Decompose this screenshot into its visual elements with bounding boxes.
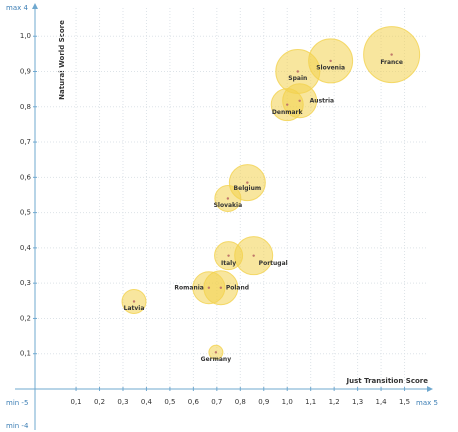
y-max-label: max 4 — [6, 4, 28, 12]
x-tick-label: 0,9 — [258, 398, 269, 406]
point-label: Slovenia — [316, 64, 345, 71]
x-max-label: max 5 — [416, 399, 438, 407]
point-label: Italy — [221, 260, 236, 267]
bubble-center — [226, 197, 230, 200]
x-tick-label: 0,2 — [94, 398, 105, 406]
point-label: Belgium — [234, 185, 262, 192]
bubble-center — [286, 103, 289, 106]
bubble-center — [329, 59, 332, 63]
x-min-label: min -5 — [6, 399, 28, 407]
y-tick-label: 0,9 — [20, 68, 31, 76]
y-tick-label: 1,0 — [20, 32, 31, 40]
y-tick-label: 0,3 — [20, 279, 31, 287]
y-tick-label: 0,8 — [20, 103, 31, 111]
x-tick-label: 1,5 — [399, 398, 410, 406]
point-label: Slovakia — [214, 202, 243, 209]
y-tick-label: 0,4 — [20, 244, 32, 252]
y-min-label: min -4 — [6, 422, 29, 430]
y-tick-label: 0,2 — [20, 314, 31, 322]
bubble-center — [296, 70, 299, 73]
y-tick-label: 0,7 — [20, 138, 31, 146]
x-tick-label: 1,3 — [352, 398, 363, 406]
bubble-center — [219, 286, 223, 289]
x-tick-label: 0,4 — [141, 398, 153, 406]
point-label: Poland — [226, 284, 249, 291]
x-tick-label: 1,2 — [329, 398, 340, 406]
y-tick-label: 0,5 — [20, 209, 31, 217]
point-label: Germany — [201, 356, 232, 363]
point-label: Denmark — [272, 109, 304, 116]
x-tick-label: 0,5 — [164, 398, 175, 406]
point-label: France — [380, 59, 403, 66]
x-tick-label: 0,3 — [117, 398, 128, 406]
x-tick-label: 0,6 — [188, 398, 200, 406]
x-axis-title: Just Transition Score — [346, 377, 429, 385]
bubble-center — [298, 99, 301, 102]
x-tick-label: 1,0 — [282, 398, 293, 406]
bubble-center — [214, 351, 218, 354]
bubble-center — [246, 181, 249, 184]
bubble-center — [132, 300, 136, 303]
y-tick-label: 0,1 — [20, 350, 31, 358]
point-label: Spain — [288, 75, 307, 82]
x-tick-label: 1,1 — [305, 398, 316, 406]
x-tick-label: 0,1 — [70, 398, 81, 406]
y-tick-label: 0,6 — [20, 173, 32, 181]
x-tick-label: 0,8 — [235, 398, 246, 406]
point-label: Austria — [310, 97, 334, 104]
y-axis-title: Natural World Score — [58, 20, 66, 100]
x-tick-label: 0,7 — [211, 398, 222, 406]
bubble-center — [207, 286, 211, 289]
bubble-center — [252, 254, 255, 257]
bubble-center — [390, 53, 393, 56]
bubble-center — [227, 254, 230, 257]
point-label: Romania — [174, 284, 203, 291]
x-tick-label: 1,4 — [376, 398, 388, 406]
point-label: Portugal — [259, 260, 288, 267]
point-label: Latvia — [124, 305, 145, 312]
